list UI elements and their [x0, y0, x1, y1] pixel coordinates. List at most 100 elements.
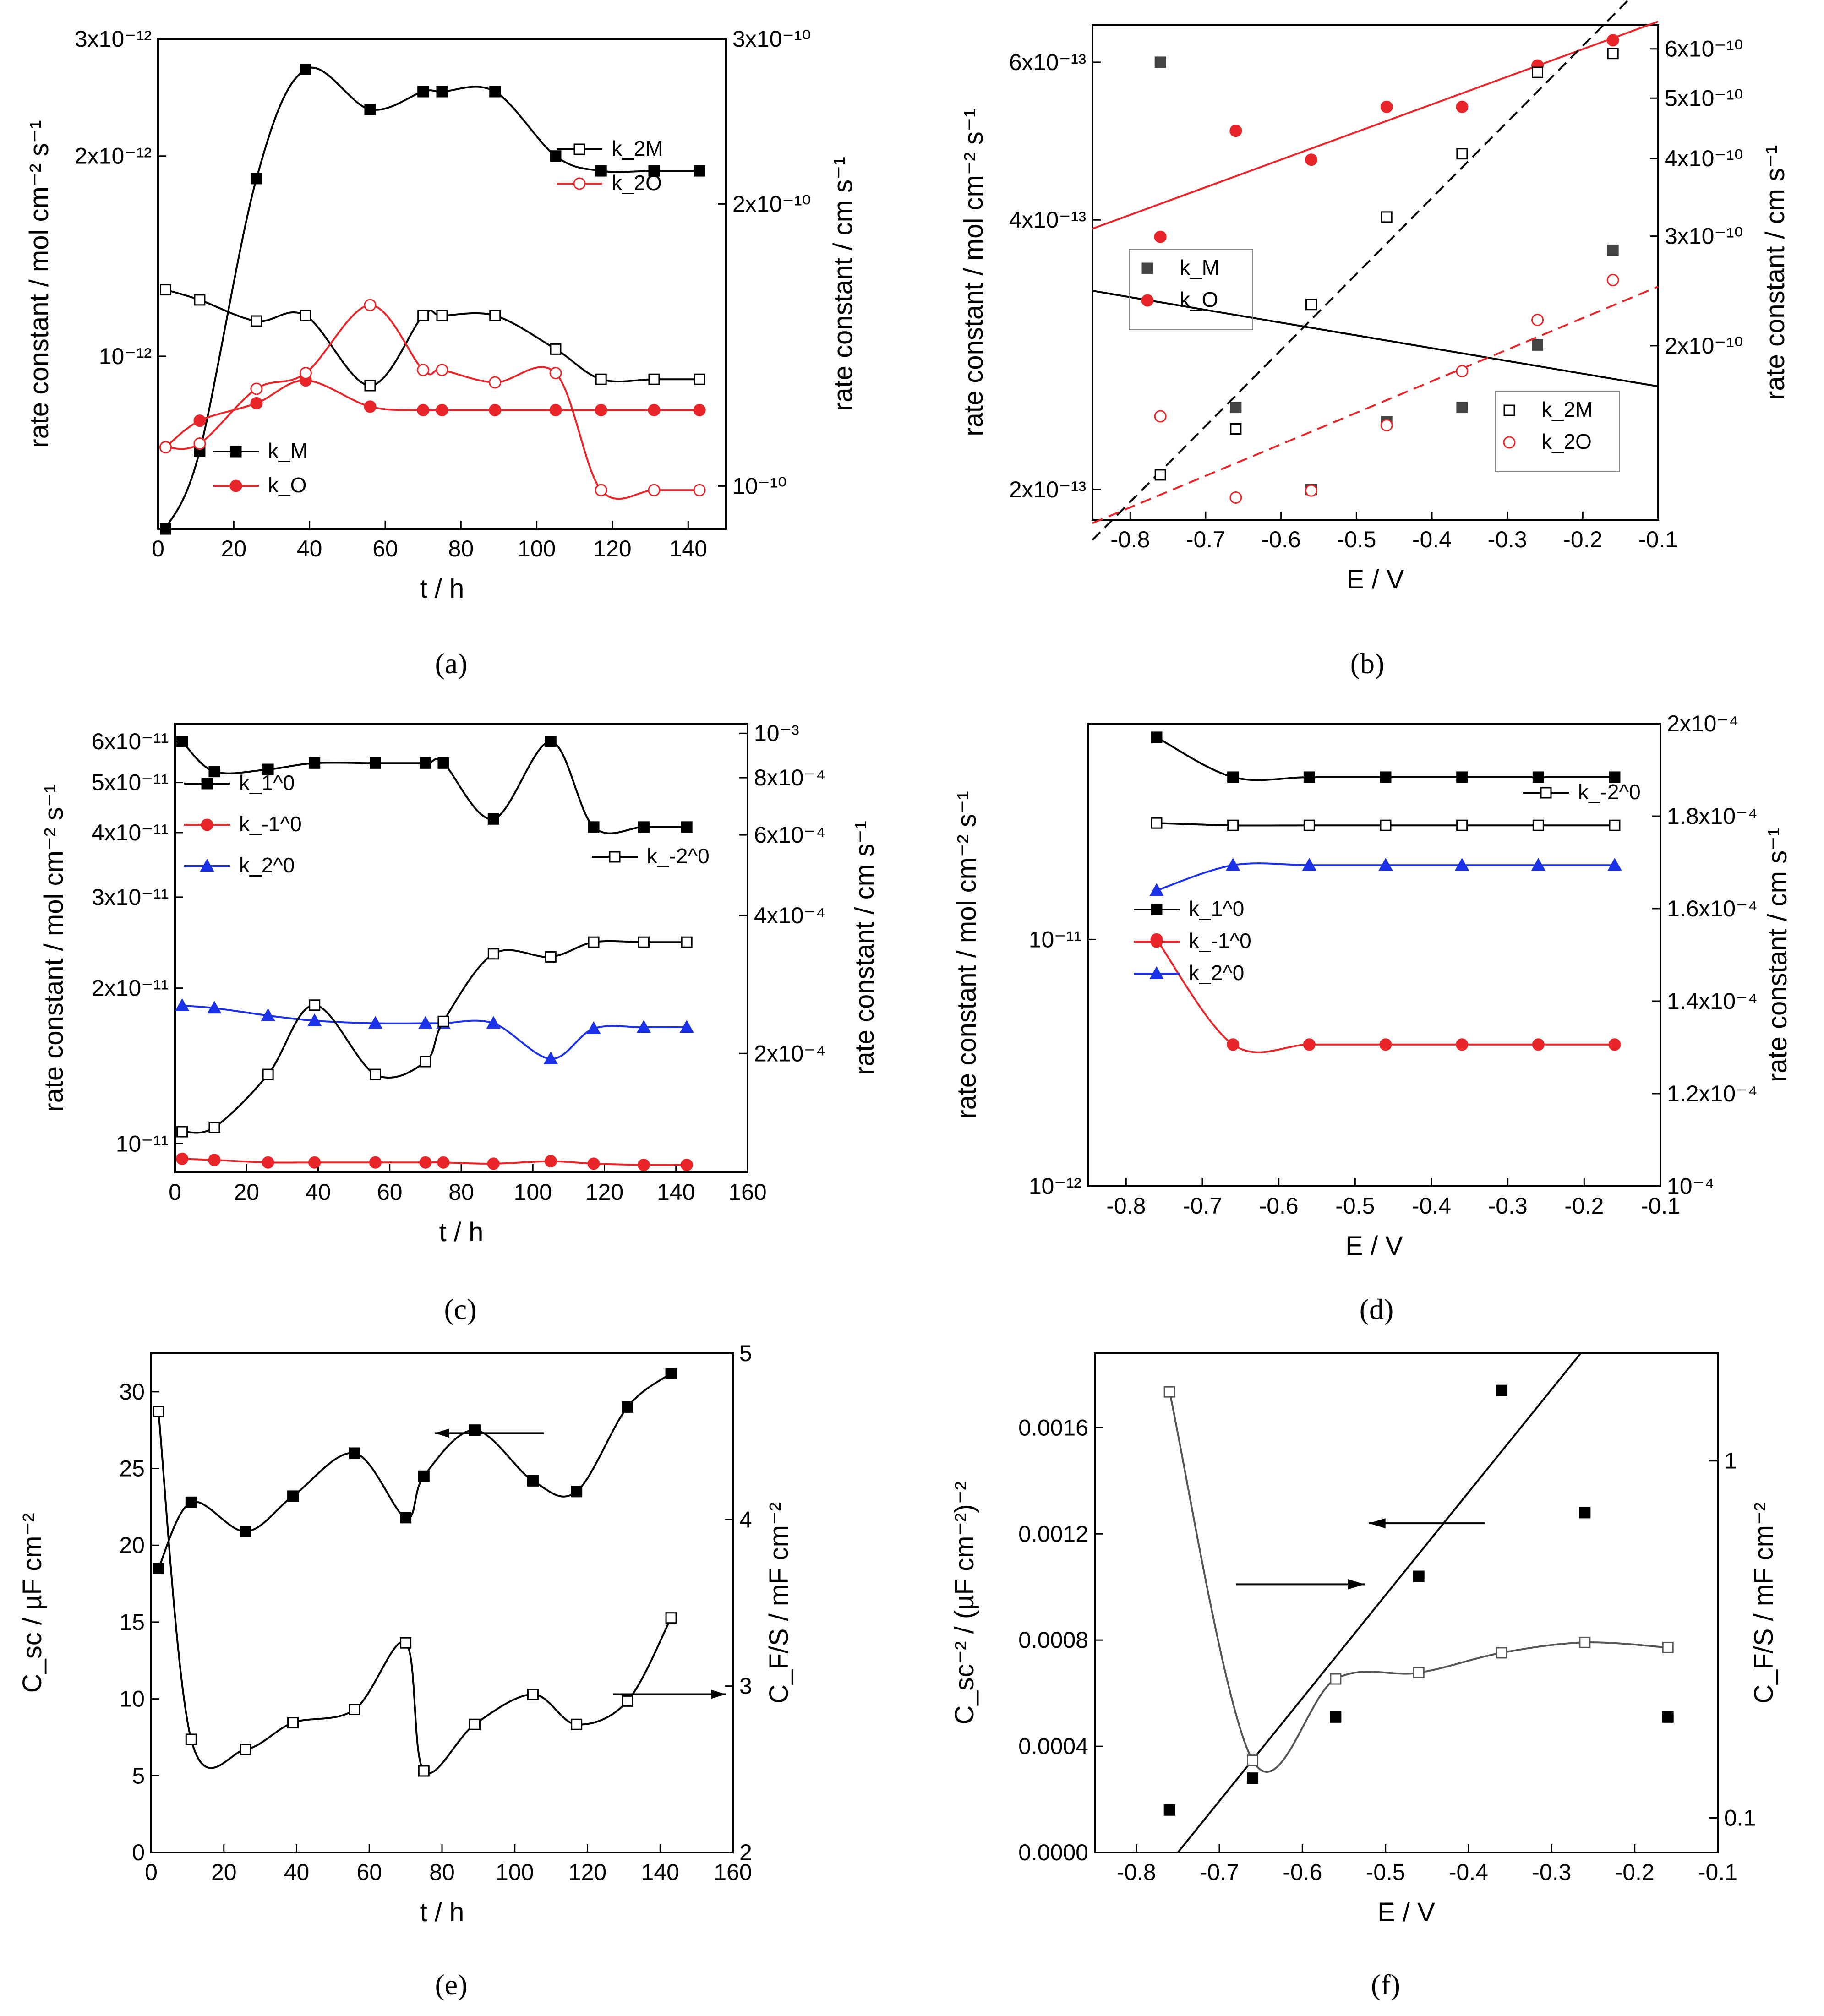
y-right-tick-label: 2 [739, 1840, 752, 1865]
data-point [1456, 365, 1469, 378]
x-tick-label: 140 [669, 536, 707, 561]
legend-entry: k_M [1141, 256, 1219, 279]
data-point [1532, 339, 1544, 351]
y-right-tick-label: 1.6x10⁻⁴ [1667, 896, 1758, 921]
legend-label: k_2M [612, 136, 663, 160]
data-point [194, 294, 206, 306]
series-k_1^0 [176, 736, 693, 834]
data-point [489, 403, 502, 416]
data-point [1154, 410, 1167, 423]
data-point [595, 403, 607, 416]
y-left-axis-label: C_sc / µF cm⁻² [17, 1513, 47, 1693]
legend-box [1495, 391, 1620, 472]
data-point [287, 1717, 299, 1729]
data-point [1330, 1673, 1342, 1685]
data-point [487, 1157, 500, 1170]
data-point [648, 165, 660, 177]
data-point [159, 441, 172, 454]
data-point [469, 1718, 481, 1730]
data-point [1305, 484, 1318, 497]
fit-line [1092, 285, 1659, 524]
legend-label: k_M [1180, 256, 1219, 279]
data-point [1380, 771, 1392, 783]
data-point [622, 1401, 633, 1413]
data-point [364, 400, 377, 413]
arrow-right-head [1348, 1579, 1365, 1590]
data-point [487, 813, 499, 825]
data-point [1305, 153, 1318, 166]
data-point [1607, 244, 1619, 256]
y-right-tick-label: 5x10⁻¹⁰ [1665, 85, 1743, 111]
legend-entry: k_-2^0 [592, 844, 710, 868]
legend-label: k_-1^0 [239, 812, 302, 836]
data-point [1413, 1667, 1425, 1678]
x-tick-label: 60 [372, 536, 398, 561]
x-tick-label: -0.5 [1335, 1193, 1375, 1219]
data-point [1229, 491, 1242, 504]
legend-label: k_O [268, 473, 306, 497]
y-left-tick-label: 6x10⁻¹³ [1009, 49, 1086, 75]
series-k_M [1092, 56, 1659, 496]
data-point [1607, 858, 1622, 871]
data-point [1606, 274, 1619, 287]
data-point [1579, 1507, 1591, 1519]
plot-frame [1094, 1352, 1719, 1853]
y-right-tick-label: 5 [739, 1340, 752, 1366]
panel-caption: (e) [435, 1968, 467, 2001]
legend-entry: k_O [1141, 288, 1218, 311]
data-point [287, 1490, 299, 1502]
data-point [545, 736, 557, 747]
data-point [419, 1156, 432, 1169]
data-point [489, 310, 501, 321]
data-point [1154, 469, 1166, 481]
series-k_M [160, 63, 705, 535]
y-right-tick-label: 3x10⁻¹⁰ [732, 26, 811, 52]
series-curve [1156, 939, 1615, 1053]
y-left-tick-label: 10⁻¹¹ [116, 1131, 169, 1156]
y-left-tick-label: 0.0016 [1018, 1415, 1088, 1440]
data-point [160, 523, 172, 535]
data-point [417, 403, 430, 416]
y-right-axis-label: rate constant / cm s⁻¹ [1760, 145, 1790, 400]
x-tick-label: -0.7 [1183, 1193, 1222, 1219]
data-point [549, 367, 562, 380]
panel-caption: (c) [444, 1293, 476, 1325]
data-point [1151, 817, 1163, 829]
x-tick-label: 140 [657, 1179, 695, 1205]
y-left-tick-label: 4x10⁻¹¹ [92, 820, 169, 845]
y-right-tick-label: 3x10⁻¹⁰ [1665, 223, 1743, 249]
x-tick-label: 20 [234, 1179, 259, 1205]
data-point [1227, 771, 1239, 783]
data-point [1229, 125, 1242, 137]
series-C_F/S [1163, 1386, 1674, 1773]
data-point [1380, 419, 1393, 432]
series-curve [182, 1158, 687, 1166]
y-left-tick-label: 10⁻¹¹ [1029, 926, 1081, 952]
series-C_sc^-2 [1163, 1352, 1674, 1853]
data-point [1303, 1038, 1316, 1051]
data-point [1154, 230, 1167, 243]
data-point [1378, 858, 1393, 871]
data-point [680, 1159, 693, 1171]
data-point [1496, 1384, 1508, 1396]
data-point [208, 1154, 221, 1166]
arrow-left-head [435, 1428, 449, 1438]
x-axis-label: t / h [420, 574, 464, 604]
data-point [436, 86, 448, 98]
data-point [648, 484, 661, 496]
panel-c: 0 20 40 60 80 100 120 140 160 10⁻¹¹ 2x10⁻¹¹ 3x10⁻¹¹… [39, 720, 879, 1325]
data-point [400, 1637, 412, 1649]
data-point [1531, 314, 1544, 327]
fit-line [1092, 21, 1659, 230]
data-point [368, 1016, 383, 1029]
y-right-tick-label: 8x10⁻⁴ [754, 765, 825, 790]
x-tick-label: 100 [518, 536, 556, 561]
x-tick-label: -0.3 [1532, 1859, 1571, 1885]
series-k_1^0 [1151, 731, 1621, 783]
data-point [1456, 402, 1468, 414]
x-tick-label: -0.8 [1106, 1193, 1146, 1219]
x-tick-label: 80 [448, 536, 474, 561]
legend-label: k_2^0 [239, 853, 295, 877]
data-point [1532, 66, 1544, 78]
data-point [1163, 1804, 1175, 1816]
